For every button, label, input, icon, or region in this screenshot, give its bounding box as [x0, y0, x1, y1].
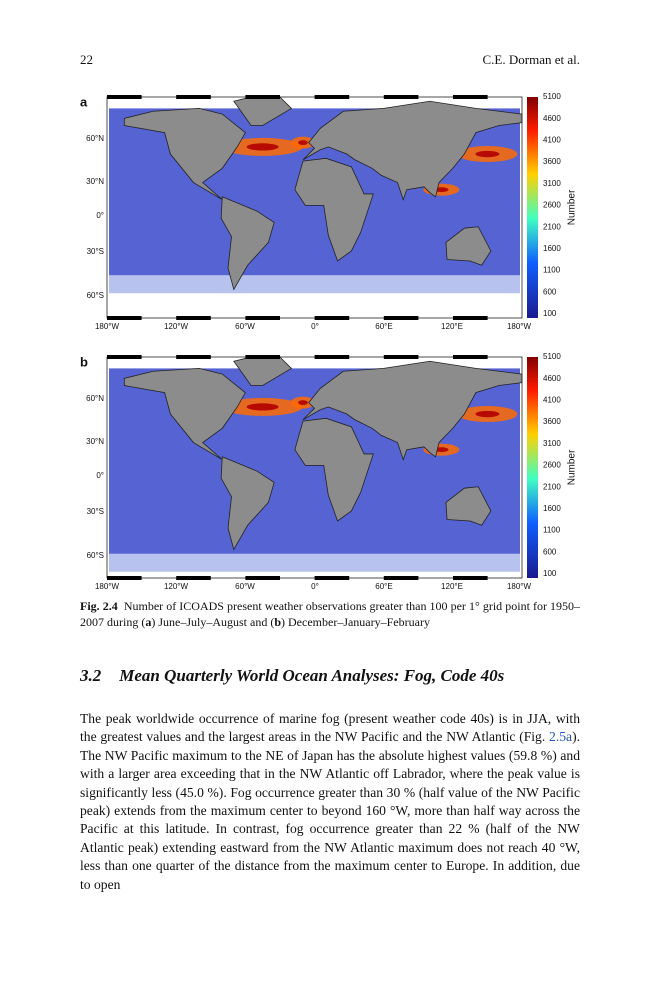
ship-density-sparse	[109, 275, 520, 294]
land-south-america	[220, 196, 275, 291]
lon-label: 120°W	[164, 582, 189, 591]
colorbar-label: 600	[543, 287, 557, 296]
density-hotspot-core	[475, 150, 500, 158]
lon-label: 60°E	[375, 322, 392, 331]
colorbar-label: 5100	[543, 352, 561, 361]
density-hotspot-core	[298, 400, 308, 406]
ship-density-sparse	[109, 553, 520, 572]
map-panel: a 60°N 30°N 0° 30°S 60°S 180°W 120°W 60°W 0° 60°E 1…	[80, 92, 578, 331]
caption-label: Fig. 2.4	[80, 599, 118, 613]
colorbar-label: 100	[543, 309, 557, 318]
colorbar-label: 1100	[543, 266, 561, 275]
colorbar-label: 2600	[543, 461, 561, 470]
colorbar-label: 3600	[543, 417, 561, 426]
lat-label: 30°N	[86, 437, 104, 446]
map-frame	[106, 96, 523, 319]
density-hotspot-core	[246, 403, 279, 411]
lon-label: 60°W	[235, 322, 255, 331]
colorbar-label: 100	[543, 569, 557, 578]
colorbar-label: 4100	[543, 396, 561, 405]
colorbar-label: 1600	[543, 244, 561, 253]
density-hotspot-core	[298, 140, 308, 146]
colorbar-label: 4600	[543, 374, 561, 383]
figure: a 60°N 30°N 0° 30°S 60°S 180°W 120°W 60°W 0° 60°E 1…	[80, 92, 578, 591]
land-africa	[294, 417, 374, 522]
lon-label: 120°W	[164, 322, 189, 331]
land-australia	[445, 486, 492, 526]
lat-label: 60°S	[87, 291, 104, 300]
map-panel: b 60°N 30°N 0° 30°S 60°S 180°W 120°W 60°W 0° 60°E 1…	[80, 352, 578, 591]
caption-text: ) June–July–August and (	[151, 615, 275, 629]
land-north-america	[123, 108, 246, 201]
lon-label: 180°W	[507, 322, 532, 331]
figure-link[interactable]: 2.5a	[549, 729, 573, 745]
lon-label: 60°E	[375, 582, 392, 591]
colorbar-title: Number	[567, 449, 578, 485]
land-south-america	[220, 456, 275, 551]
panel-label: a	[80, 94, 88, 109]
lat-label: 60°S	[87, 551, 104, 560]
land-eurasia	[302, 100, 523, 201]
colorbar-label: 2600	[543, 201, 561, 210]
colorbar-title: Number	[567, 189, 578, 225]
colorbar	[527, 97, 538, 318]
lat-label: 30°S	[87, 507, 104, 516]
lat-label: 60°N	[86, 394, 104, 403]
caption-text: ) December–January–February	[281, 615, 430, 629]
land-africa	[294, 157, 374, 262]
colorbar-label: 2100	[543, 482, 561, 491]
lat-label: 30°N	[86, 177, 104, 186]
lon-label: 120°E	[441, 322, 463, 331]
colorbar-label: 5100	[543, 92, 561, 101]
land-north-america	[123, 368, 246, 461]
land-australia	[445, 226, 492, 266]
body-text: ). The NW Pacific maximum to the NE of J…	[80, 729, 580, 892]
page-number: 22	[80, 52, 93, 67]
body-text: The peak worldwide occurrence of marine …	[80, 711, 580, 745]
lat-label: 60°N	[86, 134, 104, 143]
colorbar-label: 2100	[543, 222, 561, 231]
colorbar-label: 4600	[543, 114, 561, 123]
lon-label: 60°W	[235, 582, 255, 591]
figure-caption: Fig. 2.4 Number of ICOADS present weathe…	[80, 598, 580, 630]
caption-text: Number of ICOADS present weather observa…	[80, 599, 581, 629]
map-frame	[106, 356, 523, 579]
land-eurasia	[302, 360, 523, 461]
panel-label: b	[80, 354, 88, 369]
lat-label: 0°	[96, 211, 104, 220]
section-number: 3.2	[80, 666, 102, 685]
lon-label: 180°W	[507, 582, 532, 591]
lat-label: 0°	[96, 471, 104, 480]
caption-bold: a	[145, 615, 152, 629]
section-heading: 3.2 Mean Quarterly World Ocean Analyses: …	[80, 666, 600, 686]
body-paragraph: The peak worldwide occurrence of marine …	[80, 710, 580, 894]
colorbar-label: 3600	[543, 157, 561, 166]
colorbar-label: 4100	[543, 136, 561, 145]
lon-label: 0°	[311, 582, 319, 591]
colorbar-label: 1100	[543, 526, 561, 535]
lon-label: 180°W	[95, 582, 120, 591]
colorbar	[527, 357, 538, 578]
colorbar-label: 1600	[543, 504, 561, 513]
colorbar-label: 3100	[543, 439, 561, 448]
density-hotspot-core	[475, 410, 500, 418]
lon-label: 180°W	[95, 322, 120, 331]
colorbar-label: 3100	[543, 179, 561, 188]
caption-bold: b	[274, 615, 282, 629]
lon-label: 0°	[311, 322, 319, 331]
lon-label: 120°E	[441, 582, 463, 591]
density-hotspot-core	[246, 143, 279, 151]
lat-label: 30°S	[87, 247, 104, 256]
running-head: C.E. Dorman et al.	[482, 52, 580, 67]
colorbar-label: 600	[543, 547, 557, 556]
section-title: Mean Quarterly World Ocean Analyses: Fog…	[119, 666, 505, 685]
